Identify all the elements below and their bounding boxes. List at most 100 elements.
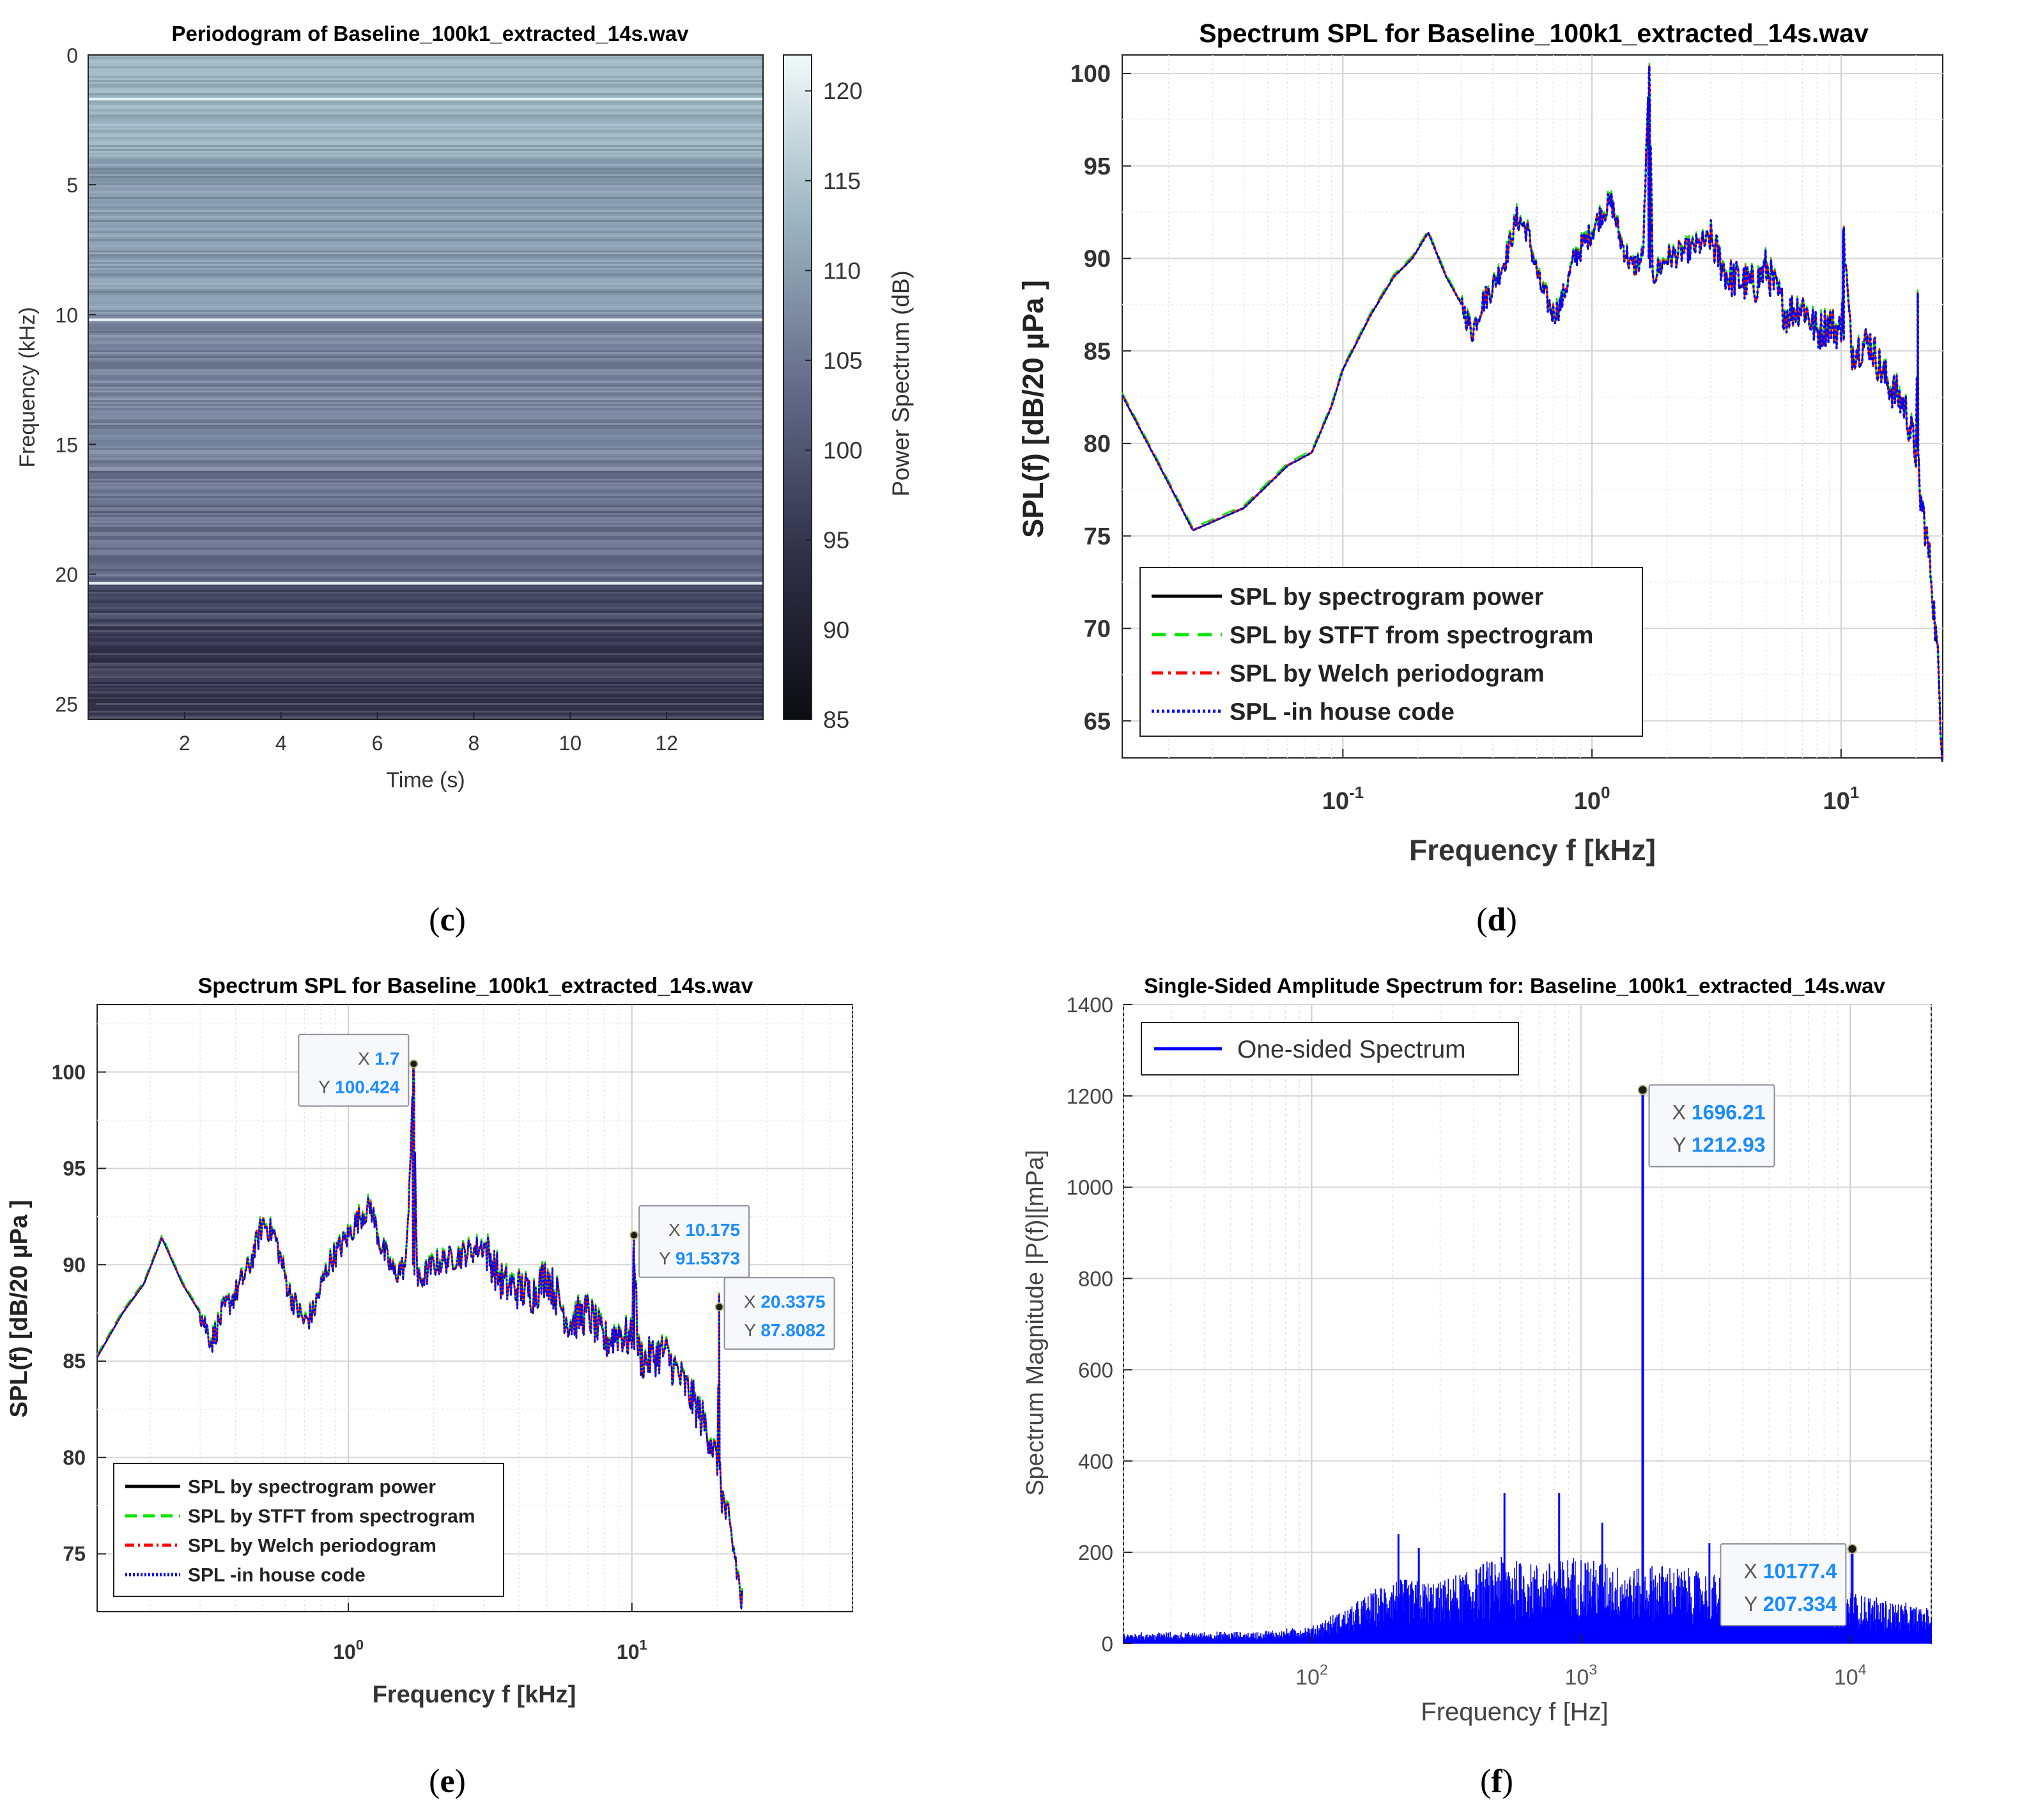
periodogram-texture-row <box>88 502 763 504</box>
periodogram-texture-row <box>88 459 763 461</box>
amp-legend: One-sided Spectrum <box>1141 1022 1519 1076</box>
periodogram-texture-row <box>88 711 763 713</box>
periodogram-x-tick-label: 10 <box>559 732 582 755</box>
periodogram-texture-row <box>88 170 763 172</box>
x-tick-label: 103 <box>1564 1662 1597 1690</box>
periodogram-texture-row <box>88 693 763 695</box>
periodogram-texture-row <box>88 59 763 61</box>
datatip-marker <box>629 1230 639 1240</box>
periodogram-texture-row <box>88 155 763 157</box>
amp-ticks: 102 103 104 0 200 400 600 800 1000 1200 1400 <box>1067 993 1867 1690</box>
y-tick-label: 95 <box>63 1157 86 1180</box>
periodogram-texture-row <box>88 486 763 488</box>
panel-label-c: (c) <box>429 902 466 938</box>
periodogram-texture-row <box>88 389 763 390</box>
colorbar-tick-label: 95 <box>823 527 849 553</box>
periodogram-band <box>88 55 763 159</box>
periodogram-texture-row <box>88 444 763 446</box>
spl-e-series <box>96 1060 743 1610</box>
periodogram-texture-row <box>88 65 763 66</box>
periodogram-texture-row <box>88 594 763 596</box>
periodogram-texture-row <box>88 507 763 509</box>
colorbar-label: Power Spectrum (dB) <box>888 270 914 497</box>
periodogram-texture-row <box>88 164 763 166</box>
datatip-marker <box>714 1302 724 1312</box>
periodogram-texture-row <box>88 141 763 143</box>
periodogram-texture-row <box>88 521 763 523</box>
spl-d-y-label: SPL(f) [dB/20 µPa ] <box>1017 280 1049 537</box>
periodogram-texture-row <box>88 181 763 183</box>
datatip-y: Y 91.5373 <box>659 1249 740 1269</box>
legend-label: SPL -in house code <box>1230 698 1455 725</box>
amp-y-label: Spectrum Magnitude |P(f)|[mPa] <box>1022 1150 1049 1495</box>
periodogram-texture-row <box>88 394 763 396</box>
spl-spectrum-d-panel: Spectrum SPL for Baseline_100k1_extracte… <box>1017 19 1944 867</box>
periodogram-texture-row <box>88 601 763 603</box>
periodogram-x-tick-label: 6 <box>372 732 383 755</box>
y-tick-label: 1000 <box>1067 1176 1113 1199</box>
legend-label: SPL by Welch periodogram <box>1230 660 1545 687</box>
periodogram-texture-row <box>88 258 763 260</box>
periodogram-texture-row <box>88 565 763 567</box>
periodogram-texture-row <box>88 567 763 569</box>
periodogram-texture-row <box>88 550 763 551</box>
periodogram-texture-row <box>88 469 763 471</box>
periodogram-texture-row <box>88 527 763 528</box>
periodogram-texture <box>88 55 763 720</box>
periodogram-x-tick-label: 8 <box>468 732 480 755</box>
periodogram-texture-row <box>88 575 763 576</box>
periodogram-texture-row <box>88 84 763 86</box>
periodogram-texture-row <box>88 509 763 511</box>
periodogram-texture-row <box>88 262 763 264</box>
datatip-y: Y 87.8082 <box>744 1320 825 1340</box>
periodogram-texture-row <box>88 260 763 262</box>
datatip-box <box>1648 1084 1775 1168</box>
periodogram-texture-row <box>88 381 763 383</box>
periodogram-texture-row <box>88 544 763 546</box>
periodogram-texture-row <box>88 423 763 425</box>
periodogram-texture-row <box>88 174 763 176</box>
datatip-box <box>1720 1543 1847 1626</box>
periodogram-texture-row <box>88 446 763 448</box>
periodogram-texture-row <box>88 201 763 203</box>
periodogram-texture-row <box>88 713 763 714</box>
periodogram-texture-row <box>88 609 763 611</box>
periodogram-texture-row <box>88 406 763 408</box>
periodogram-texture-row <box>88 523 763 525</box>
periodogram-texture-row <box>88 634 763 636</box>
periodogram-texture-row <box>88 410 763 412</box>
legend-label: One-sided Spectrum <box>1237 1036 1466 1063</box>
y-tick-label: 0 <box>1102 1632 1113 1656</box>
periodogram-texture-row <box>88 431 763 433</box>
y-tick-label: 75 <box>63 1543 86 1566</box>
colorbar-tick-label: 90 <box>823 617 849 643</box>
periodogram-texture-row <box>88 605 763 607</box>
periodogram-texture-row <box>88 626 763 628</box>
periodogram-texture-row <box>88 592 763 594</box>
periodogram-texture-row <box>88 321 763 323</box>
periodogram-texture-row <box>88 534 763 536</box>
periodogram-texture-row <box>88 701 763 703</box>
periodogram-texture-row <box>88 678 763 680</box>
periodogram-texture-row <box>88 709 763 711</box>
periodogram-texture-row <box>88 306 763 308</box>
periodogram-texture-row <box>88 688 763 690</box>
spl-e-y-label: SPL(f) [dB/20 µPa ] <box>6 1200 33 1418</box>
periodogram-texture-row <box>88 536 763 538</box>
periodogram-texture-row <box>88 180 763 181</box>
periodogram-texture-row <box>88 561 763 563</box>
spl-d-legend: SPL by spectrogram power SPL by STFT from… <box>1139 567 1643 737</box>
periodogram-texture-row <box>88 270 763 272</box>
periodogram-heatmap <box>88 55 763 720</box>
periodogram-texture-row <box>88 578 763 580</box>
periodogram-texture-row <box>88 185 763 187</box>
periodogram-y-label: Frequency (kHz) <box>15 307 40 467</box>
periodogram-texture-row <box>88 362 763 364</box>
periodogram-texture-row <box>88 158 763 160</box>
x-tick-label: 104 <box>1834 1662 1867 1690</box>
periodogram-texture-row <box>88 229 763 231</box>
periodogram-texture-row <box>88 316 763 318</box>
datatip-box <box>298 1033 410 1107</box>
periodogram-texture-row <box>88 642 763 644</box>
periodogram-texture-row <box>88 392 763 394</box>
